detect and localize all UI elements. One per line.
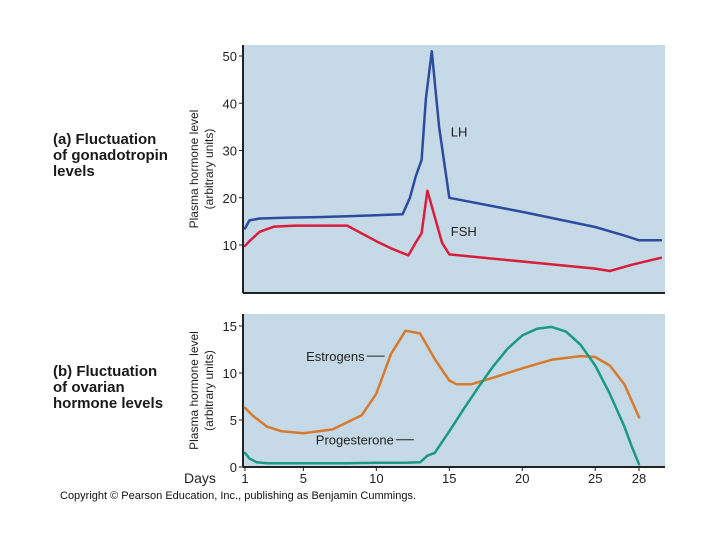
panel-b-label-line-1: (b) Fluctuation bbox=[53, 363, 158, 380]
gonadotropin-y-axis-title-line: Plasma hormone level bbox=[187, 110, 201, 229]
estrogens-line bbox=[243, 329, 641, 435]
ovarian-x-tick-label: 28 bbox=[632, 471, 646, 486]
progesterone-label: Progesterone bbox=[316, 433, 394, 448]
estrogens-label: Estrogens bbox=[306, 349, 365, 364]
panel-a-label: (a) Fluctuation of gonadotropin levels bbox=[53, 132, 168, 180]
ovarian-x-tick-label: 5 bbox=[300, 471, 307, 486]
gonadotropin-y-tick-label: 20 bbox=[223, 191, 237, 206]
ovarian-y-axis-title-line: Plasma hormone level bbox=[187, 331, 201, 450]
ovarian-x-tick-label: 15 bbox=[442, 471, 456, 486]
ovarian-x-tick-label: 20 bbox=[515, 471, 529, 486]
ovarian-y-tick-label: 10 bbox=[223, 366, 237, 381]
panel-a-label-line-2: of gonadotropin bbox=[53, 147, 168, 164]
gonadotropin-y-tick-label: 50 bbox=[223, 49, 237, 64]
ovarian-plot-area bbox=[243, 314, 665, 467]
lh-label: LH bbox=[451, 125, 468, 140]
panel-a-label-line-3: levels bbox=[53, 163, 95, 180]
ovarian-y-tick-label: 5 bbox=[230, 413, 237, 428]
ovarian-y-tick-label: 15 bbox=[223, 319, 237, 334]
fsh-label: FSH bbox=[451, 224, 477, 239]
gonadotropin-y-tick-label: 40 bbox=[223, 96, 237, 111]
panel-a-label-line-1: (a) Fluctuation bbox=[53, 131, 157, 148]
ovarian-y-tick-label: 0 bbox=[230, 460, 237, 475]
ovarian-y-axis-title-line: (arbitrary units) bbox=[202, 350, 216, 431]
copyright-notice: Copyright © Pearson Education, Inc., pub… bbox=[60, 490, 417, 502]
progesterone-line bbox=[243, 325, 641, 466]
ovarian-x-tick-label: 25 bbox=[588, 471, 602, 486]
ovarian-x-tick-label: 10 bbox=[369, 471, 383, 486]
gonadotropin-y-tick-label: 10 bbox=[223, 238, 237, 253]
ovarian-x-axis-label: Days bbox=[184, 470, 216, 486]
gonadotropin-plot-area bbox=[243, 45, 665, 293]
panel-b-label-line-2: of ovarian bbox=[53, 379, 125, 396]
gonadotropin-y-tick-label: 30 bbox=[223, 144, 237, 159]
gonadotropin-y-axis-title-line: (arbitrary units) bbox=[202, 129, 216, 210]
lh-line bbox=[243, 50, 663, 242]
panel-b-label: (b) Fluctuation of ovarian hormone level… bbox=[53, 364, 163, 412]
ovarian-x-tick-label: 1 bbox=[241, 471, 248, 486]
fsh-line bbox=[243, 189, 663, 273]
panel-b-label-line-3: hormone levels bbox=[53, 395, 164, 412]
